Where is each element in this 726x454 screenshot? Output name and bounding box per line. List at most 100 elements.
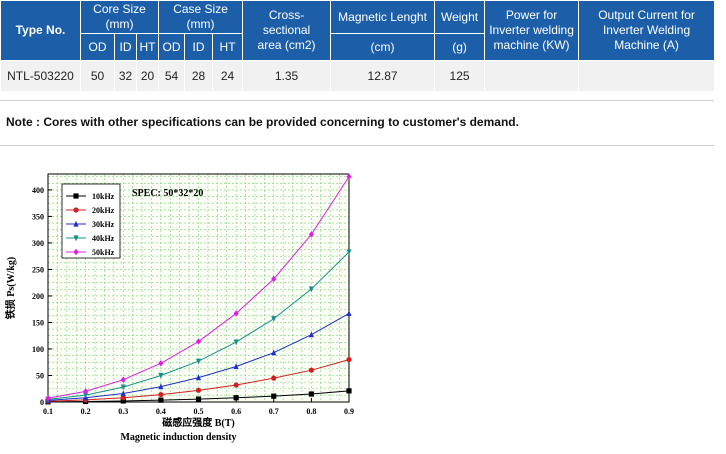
cell-case-od: 54 xyxy=(158,60,186,92)
header-case-od: OD xyxy=(158,33,186,61)
legend-label: 10kHz xyxy=(92,192,115,201)
x-tick-label: 0.7 xyxy=(269,407,279,416)
data-point xyxy=(308,391,314,397)
data-point xyxy=(120,398,126,404)
series-40kHz xyxy=(45,249,352,403)
spec-table: Type No. Core Size (mm) Case Size (mm) C… xyxy=(0,0,716,92)
table-row: NTL-503220 50 32 20 54 28 24 1.35 12.87 … xyxy=(0,60,716,92)
legend-marker xyxy=(73,220,79,227)
core-loss-chart: 0.1 0.2 0.3 0.4 0.5 0.6 0.7 0.8 0.9 0 50 100 150 200 2… xyxy=(4,173,354,443)
y-tick-label: 0 xyxy=(40,398,44,407)
data-point xyxy=(158,360,164,367)
x-tick-label: 0.6 xyxy=(231,407,241,416)
data-point xyxy=(346,173,352,180)
data-point xyxy=(158,372,164,379)
series-50kHz xyxy=(45,173,352,402)
data-point xyxy=(308,286,314,293)
y-tick-label: 350 xyxy=(32,212,44,221)
x-tick-label: 0.2 xyxy=(81,407,91,416)
data-point xyxy=(195,396,202,402)
cell-output-current xyxy=(578,60,716,92)
cell-core-ht: 20 xyxy=(135,60,160,92)
data-point xyxy=(120,384,126,391)
data-point xyxy=(346,356,352,363)
data-point xyxy=(195,338,202,345)
data-point xyxy=(271,393,277,399)
data-point xyxy=(233,363,239,370)
data-point xyxy=(233,339,239,346)
legend-label: 30kHz xyxy=(92,220,115,229)
cell-type-no: NTL-503220 xyxy=(0,60,81,92)
header-weight: Weight xyxy=(434,0,486,34)
legend: 10kHz 20kHz 30kHz 40kHz 50kHz xyxy=(61,183,121,259)
header-power: Power for Inverter welding machine (KW) xyxy=(484,0,580,61)
legend-marker xyxy=(73,248,79,256)
header-core-ht: HT xyxy=(135,33,160,61)
legend-marker xyxy=(73,207,79,213)
data-point xyxy=(233,395,239,401)
y-tick-label: 300 xyxy=(32,239,44,248)
data-point xyxy=(83,392,89,399)
data-point xyxy=(271,316,277,322)
series-30kHz xyxy=(45,310,352,404)
header-weight-unit: (g) xyxy=(434,33,486,61)
legend-marker xyxy=(73,193,79,199)
header-case-id: ID xyxy=(184,33,214,61)
data-point xyxy=(120,395,126,401)
data-point xyxy=(158,397,164,403)
data-point xyxy=(271,275,277,283)
x-tick-label: 0.9 xyxy=(344,407,354,416)
x-tick-label: 0.1 xyxy=(43,407,53,416)
data-point xyxy=(233,382,239,388)
cell-case-ht: 24 xyxy=(212,60,244,92)
data-point xyxy=(346,249,352,256)
data-point xyxy=(120,390,126,397)
cell-power xyxy=(484,60,580,92)
data-point xyxy=(195,387,202,393)
legend-marker xyxy=(73,235,79,242)
y-tick-label: 400 xyxy=(32,186,44,195)
cell-cross-area: 1.35 xyxy=(242,60,332,92)
y-tick-label: 50 xyxy=(36,371,44,380)
header-core-size: Core Size (mm) xyxy=(79,0,160,34)
header-case-size: Case Size (mm) xyxy=(158,0,244,34)
data-point xyxy=(346,310,352,317)
header-case-ht: HT xyxy=(212,33,244,61)
data-point xyxy=(346,388,352,394)
cell-core-od: 50 xyxy=(80,60,115,92)
data-point xyxy=(83,388,89,395)
y-tick-label: 100 xyxy=(32,345,44,354)
cell-core-id: 32 xyxy=(114,60,137,92)
header-magnetic-length-unit: (cm) xyxy=(330,33,436,61)
data-point xyxy=(308,367,314,373)
header-core-od: OD xyxy=(80,33,115,61)
cell-case-id: 28 xyxy=(184,60,214,92)
data-point xyxy=(271,349,277,356)
data-point xyxy=(195,374,202,381)
data-point xyxy=(195,358,202,365)
data-point xyxy=(120,376,126,383)
header-output-current: Output Current for Inverter Welding Mach… xyxy=(578,0,716,61)
legend-label: 40kHz xyxy=(92,234,115,243)
header-type-no: Type No. xyxy=(0,0,81,61)
header-magnetic-length: Magnetic Lenght xyxy=(330,0,436,34)
note-box: Note : Cores with other specifications c… xyxy=(0,100,714,146)
y-tick-label: 200 xyxy=(32,292,44,301)
data-point xyxy=(308,331,314,338)
data-point xyxy=(233,310,239,317)
chart-title: SPEC: 50*32*20 xyxy=(132,188,203,199)
note-text: Note : Cores with other specifications c… xyxy=(6,115,519,129)
legend-label: 50kHz xyxy=(92,248,115,257)
legend-label: 20kHz xyxy=(92,206,115,215)
data-point xyxy=(45,395,51,402)
x-tick-label: 0.5 xyxy=(194,407,204,416)
cell-magnetic-length: 12.87 xyxy=(330,60,436,92)
data-point xyxy=(158,383,164,390)
data-point xyxy=(158,391,164,398)
header-core-id: ID xyxy=(114,33,137,61)
x-axis-label-en: Magnetic induction density xyxy=(120,432,236,443)
cell-weight: 125 xyxy=(434,60,486,92)
x-tick-label: 0.4 xyxy=(156,407,166,416)
header-cross-sectional-area: Cross- sectional area (cm2) xyxy=(242,0,332,61)
x-axis-label-cn: 磁感应强度 B(T) xyxy=(162,416,235,429)
